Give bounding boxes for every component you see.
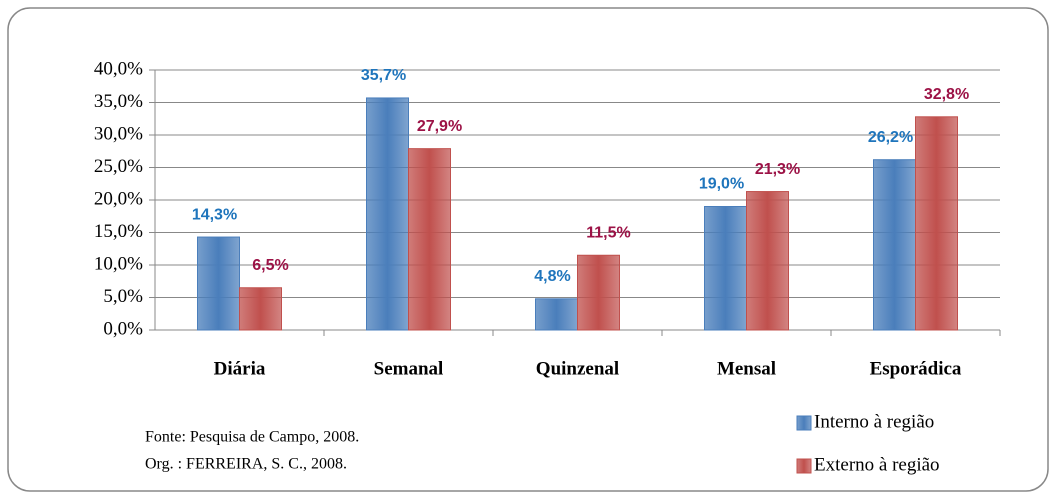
value-label: 21,3% [755,161,800,178]
x-tick-label: Mensal [717,358,776,379]
legend-label: Externo à região [814,454,940,475]
bar [746,191,789,331]
bar [408,148,451,331]
y-tick-label: 5,0% [103,286,143,307]
y-tick-label: 40,0% [94,58,143,79]
legend-swatch [796,458,812,474]
bar [873,159,916,331]
x-tick-label: Esporádica [870,358,962,379]
bar [704,206,747,331]
y-tick-label: 0,0% [103,318,143,339]
legend-swatch [796,415,812,431]
value-label: 26,2% [868,129,913,146]
y-tick-label: 25,0% [94,156,143,177]
source-note: Fonte: Pesquisa de Campo, 2008. [145,429,359,446]
x-tick-label: Quinzenal [536,358,619,379]
x-tick-label: Diária [214,358,266,379]
bar [535,298,578,331]
y-tick-label: 30,0% [94,123,143,144]
y-tick-label: 10,0% [94,253,143,274]
value-label: 14,3% [192,206,237,223]
value-label: 32,8% [924,86,969,103]
value-label: 6,5% [252,257,288,274]
legend-label: Interno à região [814,411,934,432]
value-label: 19,0% [699,176,744,193]
y-tick-label: 35,0% [94,91,143,112]
x-tick-label: Semanal [374,358,444,379]
value-label: 27,9% [417,118,462,135]
y-tick-label: 15,0% [94,221,143,242]
value-label: 11,5% [586,224,630,241]
bar [577,254,620,331]
bar [366,97,409,331]
value-label: 4,8% [534,268,570,285]
value-label: 35,7% [361,67,406,84]
bar [239,287,282,331]
y-tick-label: 20,0% [94,188,143,209]
source-note: Org. : FERREIRA, S. C., 2008. [145,456,347,473]
chart-frame [7,7,1049,492]
bar [915,116,958,331]
bar [197,236,240,331]
